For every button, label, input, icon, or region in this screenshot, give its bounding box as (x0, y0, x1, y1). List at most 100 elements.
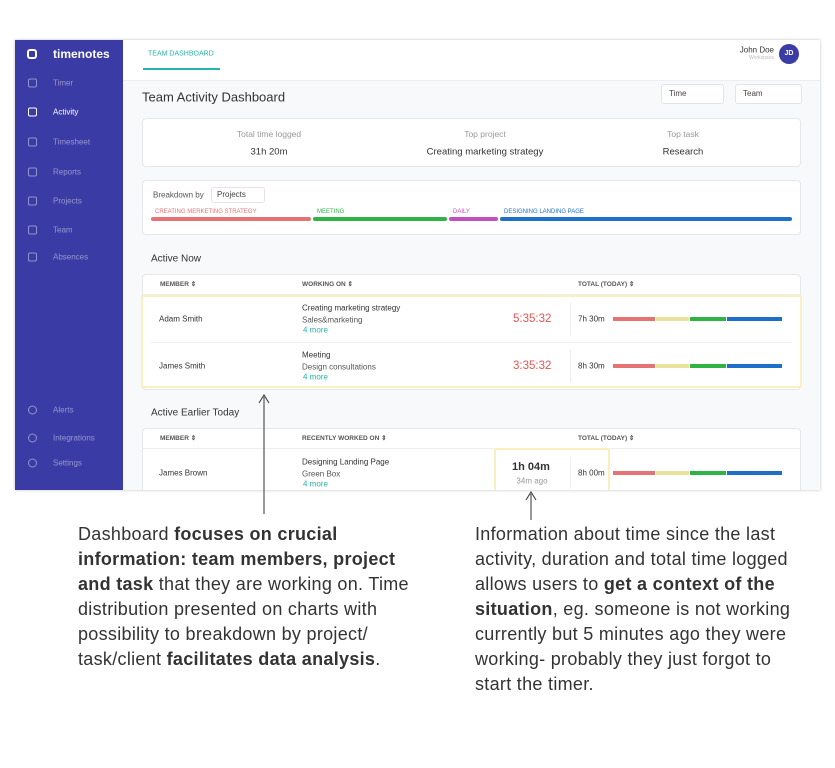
time-ago: 34m ago (516, 476, 548, 486)
divider (143, 294, 800, 295)
more-link[interactable]: 4 more (303, 479, 328, 489)
menu-icon (28, 433, 37, 443)
total: 8h 30m (578, 361, 605, 371)
menu-item[interactable]: Timer (53, 78, 74, 88)
stat-value: 31h 20m (250, 146, 288, 158)
time-bar (690, 471, 726, 475)
duration: 1h 04m (512, 461, 550, 473)
section-title: Active Earlier Today (151, 407, 240, 419)
stat-label: Top project (464, 129, 506, 139)
menu-item[interactable]: Absences (53, 252, 89, 262)
time-bar (690, 364, 726, 368)
menu-icon (28, 252, 37, 262)
user-role: Workspace (749, 55, 774, 61)
user-name: John Doe (739, 45, 774, 55)
time-bar (656, 317, 689, 321)
total: 7h 30m (578, 314, 605, 324)
divider (151, 342, 792, 343)
menu-icon (28, 78, 37, 88)
menu-icon (28, 405, 37, 415)
active-earlier-card (142, 428, 801, 490)
menu-item[interactable]: Activity (53, 107, 79, 117)
member: James Brown (159, 468, 208, 478)
annotation-text: . (375, 649, 381, 669)
annotation-text: get a context of the situation (475, 574, 775, 619)
breakdown-card (142, 180, 801, 235)
project-label: MEETING (317, 209, 345, 215)
project-label: DAILY (453, 209, 470, 215)
menu-item[interactable]: Projects (53, 196, 82, 206)
topbar (123, 40, 820, 81)
more-link[interactable]: 4 more (303, 325, 328, 335)
time-bar (613, 471, 655, 475)
annotation-text: , eg. someone is not working currently b… (475, 599, 791, 694)
menu-icon (28, 196, 37, 206)
arrow-head (258, 394, 270, 404)
annotation-text: facilitates data analysis (166, 649, 376, 669)
filter-select[interactable]: Time (661, 84, 724, 104)
column-header: MEMBER ⇕ (160, 435, 197, 442)
stat-label: Total time logged (236, 129, 302, 139)
divider (143, 448, 800, 449)
menu-icon (28, 137, 37, 147)
tab[interactable]: TEAM DASHBOARD (148, 50, 214, 58)
column-header: TOTAL (TODAY) ⇕ (578, 281, 635, 288)
project-label: DESIGNING LANDING PAGE (504, 209, 584, 215)
project-bar (500, 217, 792, 221)
task: Design consultations (302, 362, 376, 372)
annotation: Information about time since the last ac… (475, 522, 807, 697)
tab-underline (143, 68, 220, 70)
annotation-text: that they are working on. Time distribut… (78, 574, 409, 669)
column-header: WORKING ON ⇕ (302, 281, 353, 288)
menu-icon (28, 167, 37, 177)
highlight (494, 448, 610, 490)
stats-card (142, 118, 801, 167)
member: Adam Smith (159, 314, 203, 324)
breakdown-select[interactable]: Projects (211, 187, 265, 203)
project-bar (449, 217, 498, 221)
menu-item[interactable]: Timesheet (53, 137, 91, 147)
more-link[interactable]: 4 more (303, 372, 328, 382)
project-bar (313, 217, 447, 221)
active-now-card (142, 274, 801, 390)
vertical-divider (570, 350, 571, 382)
stat-label: Top task (667, 129, 699, 139)
menu-item[interactable]: Reports (53, 167, 82, 177)
vertical-divider (570, 303, 571, 335)
annotation-text: Dashboard (78, 524, 175, 544)
menu-item[interactable]: Alerts (53, 405, 74, 415)
annotation: Dashboard focuses on crucial information… (78, 522, 420, 672)
breakdown-label: Breakdown by (153, 190, 204, 200)
sidebar: timenotes Timer Activity Timesheet Reports P… (15, 40, 123, 490)
arrow-head (525, 491, 537, 501)
column-header: MEMBER ⇕ (160, 281, 197, 288)
task: Sales&marketing (302, 315, 363, 325)
section-title: Active Now (151, 253, 202, 265)
task: Green Box (302, 469, 341, 479)
time-bar (727, 471, 782, 475)
menu-item[interactable]: Integrations (53, 433, 95, 443)
menu-icon (28, 458, 37, 468)
timer: 3:35:32 (513, 360, 552, 372)
stat-value: Research (662, 146, 704, 158)
time-bar (613, 364, 655, 368)
page-title: Team Activity Dashboard (142, 89, 286, 105)
filter-select[interactable]: Team (735, 84, 802, 104)
menu-item[interactable]: Settings (53, 458, 82, 468)
logo: timenotes (53, 47, 110, 61)
menu-icon (28, 225, 37, 235)
project-label: CREATING MERKETING STRATEGY (155, 209, 257, 215)
total: 8h 00m (578, 468, 605, 478)
project: Designing Landing Page (302, 457, 390, 467)
time-bar (727, 317, 782, 321)
time-bar (656, 364, 689, 368)
menu-item[interactable]: Team (53, 225, 73, 235)
annotation-text: focuses on crucial information: team mem… (78, 524, 396, 594)
column-header: TOTAL (TODAY) ⇕ (578, 435, 635, 442)
timer: 5:35:32 (513, 313, 552, 325)
avatar[interactable]: JD (779, 44, 799, 64)
highlight (141, 295, 802, 388)
annotation-text: Information about time since the last ac… (475, 524, 788, 594)
